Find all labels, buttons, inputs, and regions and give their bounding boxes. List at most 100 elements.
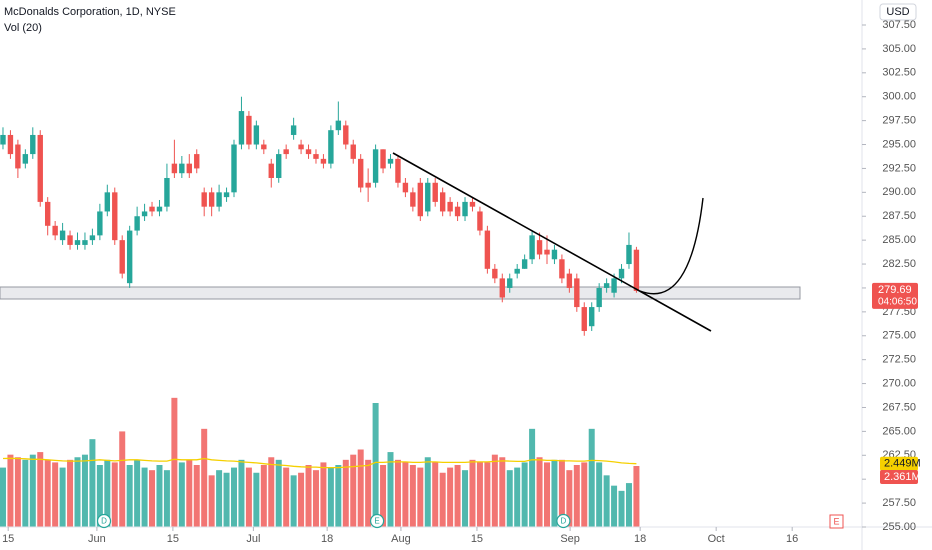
candle-body [74,240,81,245]
candle-body [544,249,550,255]
volume-bar [111,462,118,527]
volume-bar [394,459,401,527]
volume-bar [59,467,66,527]
candle-body [439,192,446,212]
candle-body [559,259,565,279]
volume-bar [558,459,565,527]
volume-ma-value: 2.449M [884,458,921,470]
volume-bar [454,465,461,527]
currency-box[interactable] [879,3,917,21]
volume-tag [880,470,918,485]
volume-bar [462,470,469,527]
candle-body [253,125,260,145]
volume-bar [320,462,327,527]
candle-body [499,278,505,298]
candle-body [52,225,58,236]
volume-bar [178,462,185,527]
volume-bar [134,459,141,527]
volume-bar [484,462,491,527]
candle-body [551,249,558,260]
candle-body [0,134,6,145]
x-tick-label: Jul [246,533,260,545]
volume-bar [52,462,59,527]
volume-bar [14,457,21,527]
y-tick-label: 295.00 [882,138,916,150]
volume-bar [67,459,74,527]
volume-bar [402,462,409,527]
volume-bar [0,467,6,527]
currency[interactable]: USD [886,6,909,18]
volume-bar [588,428,595,527]
volume-bar [544,462,551,527]
volume-bar [119,431,126,527]
candle-body [626,244,632,265]
candle-body [30,134,36,155]
volume-bar [96,465,103,527]
y-tick-label: 290.00 [882,186,916,198]
volume-bar [491,454,498,527]
volume-bar [469,459,476,527]
volume-bar [625,483,632,527]
candle-body [268,163,274,178]
volume-bar [603,475,610,527]
volume-bar [149,470,156,527]
volume-bar [29,454,36,527]
candle-body [179,163,185,174]
volume-bar [365,459,372,527]
candle-body [37,134,43,202]
x-tick-label: Oct [708,533,725,545]
y-tick-label: 305.00 [882,43,916,55]
y-tick-label: 292.50 [882,162,916,174]
volume-bar [432,462,439,527]
volume-bar [253,472,260,527]
candle-body [633,249,640,291]
x-tick-label: 15 [2,533,14,545]
x-tick-label: Aug [391,533,411,545]
volume-bar [201,428,208,527]
footer-icon[interactable]: E [833,516,839,526]
candle-body [15,144,21,169]
volume-ma-tag [880,456,918,471]
volume-bar [193,465,200,527]
y-tick-label: 300.00 [882,91,916,103]
y-tick-label: 302.50 [882,67,916,79]
chart-title: McDonalds Corporation, 1D, NYSE [4,6,176,18]
candle-body [208,192,215,207]
candle-body [216,192,222,207]
x-tick-label: 15 [167,533,179,545]
event-label: D [561,517,567,526]
volume-bar [305,465,312,527]
candle-body [603,283,610,288]
volume-bar [596,462,603,527]
volume-bar [231,467,238,527]
candle-body [290,125,297,135]
volume-bar [208,475,215,527]
last-price: 279.69 [878,284,912,296]
candle-body [141,211,148,217]
volume-bar [342,459,349,527]
candle-body [417,182,424,217]
candle-body [581,307,587,331]
volume-bar [417,467,424,527]
volume-bar [245,467,252,527]
volume-bar [223,472,230,527]
volume-bar [447,467,454,527]
volume-bar [581,462,588,527]
candle-body [82,240,88,245]
candle-body [201,192,207,207]
footer-icon-box[interactable] [829,514,844,529]
candle-body [223,192,230,198]
y-tick-label: 272.50 [882,354,916,366]
volume-bar [171,397,178,527]
candle-body [149,206,155,212]
candle-body [261,144,267,150]
event-label: D [101,517,107,526]
candle-body [119,240,125,274]
volume-bar [268,457,275,527]
volume-bar [573,465,580,527]
candle-body [410,192,416,207]
volume-bar [44,459,51,527]
projection-curve [639,197,704,295]
candle-body [492,268,498,279]
